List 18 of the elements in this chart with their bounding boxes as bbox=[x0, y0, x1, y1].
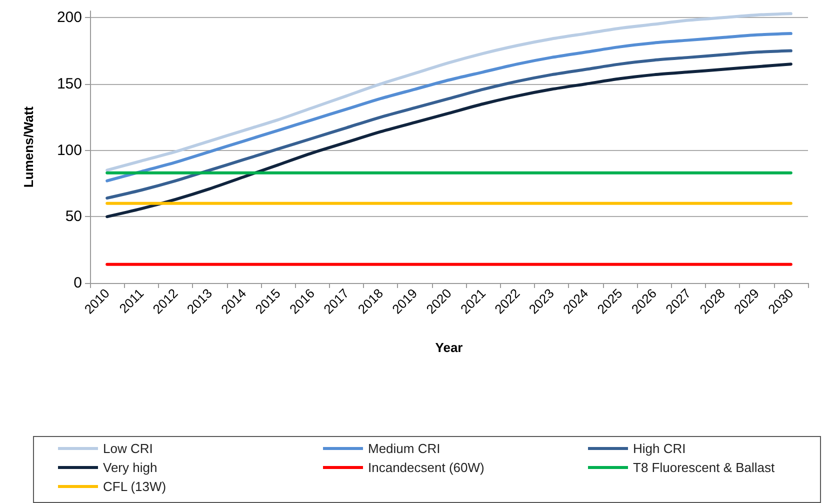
y-tick-label: 200 bbox=[56, 9, 82, 26]
line-series bbox=[106, 32, 792, 182]
line-series bbox=[106, 62, 792, 218]
line-series bbox=[106, 49, 792, 200]
y-tick-label: 50 bbox=[65, 208, 82, 226]
legend-label: T8 Fluorescent & Ballast bbox=[633, 460, 776, 475]
y-tick-label: 100 bbox=[56, 142, 82, 159]
legend-label: Very high bbox=[103, 460, 158, 475]
x-axis-title: Year bbox=[435, 340, 463, 355]
legend-label: CFL (13W) bbox=[103, 479, 166, 494]
y-tick-label: 150 bbox=[56, 75, 82, 92]
y-tick-label: 0 bbox=[74, 274, 82, 292]
line-series bbox=[106, 12, 792, 172]
legend-label: Low CRI bbox=[103, 441, 153, 456]
legend-label: Medium CRI bbox=[368, 441, 440, 456]
legend-label: Incandecsent (60W) bbox=[368, 460, 484, 475]
y-axis-title: Lumens/Watt bbox=[21, 106, 36, 188]
legend-label: High CRI bbox=[633, 441, 686, 456]
